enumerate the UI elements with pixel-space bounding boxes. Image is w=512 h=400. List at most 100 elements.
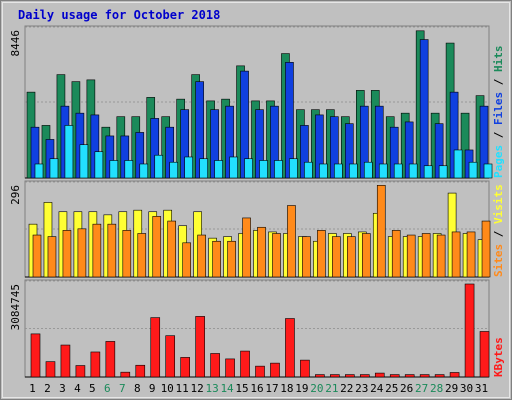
bar-sites-10	[167, 220, 177, 278]
bar-kbytes-28	[434, 374, 445, 378]
bar-sites-12	[197, 234, 206, 278]
bar-pages-18	[289, 158, 298, 179]
bar-kbytes-30	[464, 283, 475, 378]
bar-sites-29	[451, 231, 461, 278]
x-tick-label: 30	[460, 382, 473, 395]
bar-kbytes-5	[90, 351, 101, 378]
bar-kbytes-15	[240, 350, 250, 378]
x-tick-label: 15	[235, 382, 248, 395]
bar-kbytes-18	[285, 318, 295, 378]
bar-kbytes-8	[135, 364, 146, 378]
bar-sites-28	[436, 234, 446, 278]
x-tick-label: 22	[340, 382, 353, 395]
legend-label-part: Hits	[492, 46, 505, 73]
bar-pages-25	[393, 163, 403, 179]
bar-kbytes-22	[345, 374, 355, 378]
bar-kbytes-29	[449, 372, 460, 378]
x-tick-label: 31	[475, 382, 488, 395]
bar-pages-7	[124, 160, 134, 179]
bar-kbytes-3	[60, 344, 71, 378]
panel-hits-files-pages: 8446 Pages / Files / Hits	[9, 25, 505, 179]
y-axis-legend-label: Pages / Files / Hits	[492, 46, 505, 179]
x-tick-label: 23	[355, 382, 368, 395]
x-tick-label: 18	[280, 382, 293, 395]
bar-sites-4	[77, 228, 87, 278]
x-tick-label: 24	[370, 382, 384, 395]
bar-sites-14	[227, 240, 236, 278]
series-files	[30, 39, 489, 179]
bar-sites-11	[182, 242, 191, 278]
bar-kbytes-20	[315, 374, 325, 378]
bar-pages-30	[468, 161, 478, 179]
legend-label-part: /	[492, 125, 505, 145]
bar-sites-23	[361, 233, 371, 278]
bar-pages-22	[349, 163, 358, 179]
bar-kbytes-7	[120, 371, 131, 378]
bar-pages-19	[304, 161, 313, 179]
bar-kbytes-16	[255, 365, 265, 378]
series-sites	[32, 185, 491, 278]
bar-sites-15	[242, 217, 251, 278]
bar-pages-17	[274, 160, 283, 179]
bar-kbytes-21	[330, 374, 340, 378]
bar-sites-26	[406, 234, 416, 278]
bar-pages-16	[259, 160, 268, 179]
bar-pages-9	[154, 154, 164, 179]
bar-kbytes-31	[479, 331, 490, 378]
bar-sites-30	[466, 231, 476, 278]
bar-kbytes-27	[419, 374, 430, 378]
bar-kbytes-25	[389, 374, 400, 378]
x-tick-label: 29	[445, 382, 458, 395]
bar-pages-8	[139, 163, 149, 179]
bar-pages-31	[483, 163, 493, 179]
chart-panels: 8446 Pages / Files / Hits 296 Sites / Visit…	[9, 25, 505, 378]
x-tick-label: 16	[250, 382, 263, 395]
bar-sites-7	[122, 230, 132, 278]
legend-label-part: Files	[492, 92, 505, 125]
bar-kbytes-17	[270, 362, 280, 378]
bar-pages-24	[378, 163, 388, 179]
series-kbytes	[30, 283, 490, 378]
legend-label-part: Pages	[492, 145, 505, 178]
bar-sites-6	[107, 223, 117, 278]
bar-sites-8	[137, 233, 147, 278]
bar-sites-1	[32, 234, 42, 278]
panel-kbytes: 3084745 KBytes	[9, 279, 505, 378]
x-axis-day-labels: 1 2 3 4 5 6 7 8 9 10 11 12 13 14 15 16 17 18 19 20 21 22 23 24 2…	[29, 382, 488, 395]
bar-kbytes-9	[150, 317, 161, 378]
y-max-label: 296	[9, 185, 22, 205]
bar-sites-9	[152, 216, 162, 278]
x-tick-label: 26	[400, 382, 413, 395]
x-tick-label: 11	[176, 382, 189, 395]
bar-kbytes-14	[225, 358, 235, 378]
bar-kbytes-24	[374, 372, 385, 378]
bar-kbytes-26	[404, 374, 415, 378]
x-tick-label: 19	[295, 382, 308, 395]
chart-title: Daily usage for October 2018	[18, 8, 220, 22]
bar-sites-25	[391, 230, 401, 278]
bar-pages-15	[244, 158, 253, 179]
bar-sites-24	[376, 185, 386, 278]
bar-sites-19	[302, 236, 311, 278]
bar-pages-27	[423, 165, 433, 179]
bar-files-27	[419, 39, 429, 179]
bar-sites-21	[332, 236, 341, 278]
bar-pages-3	[64, 125, 74, 179]
x-tick-label: 6	[104, 382, 111, 395]
x-tick-label: 8	[134, 382, 141, 395]
bar-kbytes-12	[195, 316, 205, 378]
bar-kbytes-13	[210, 353, 220, 378]
bar-pages-2	[49, 158, 59, 179]
x-tick-label: 28	[430, 382, 443, 395]
bar-pages-5	[94, 151, 104, 179]
y-max-label: 3084745	[9, 284, 22, 330]
bar-sites-27	[421, 233, 431, 278]
bar-sites-3	[62, 230, 72, 278]
bar-pages-28	[438, 165, 448, 179]
x-tick-label: 12	[191, 382, 204, 395]
x-tick-label: 14	[220, 382, 234, 395]
x-tick-label: 17	[265, 382, 278, 395]
bar-pages-6	[109, 160, 119, 179]
bar-pages-11	[184, 156, 193, 179]
bar-kbytes-1	[30, 333, 41, 378]
